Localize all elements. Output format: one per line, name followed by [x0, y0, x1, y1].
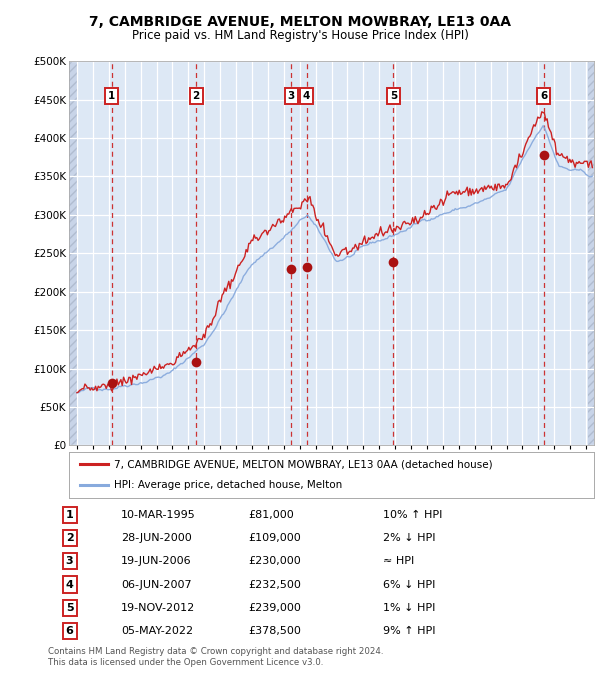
Text: 19-JUN-2006: 19-JUN-2006: [121, 556, 191, 566]
Bar: [69, 61, 78, 445]
Text: Price paid vs. HM Land Registry's House Price Index (HPI): Price paid vs. HM Land Registry's House …: [131, 29, 469, 42]
Text: 6% ↓ HPI: 6% ↓ HPI: [383, 579, 435, 590]
Text: 1: 1: [66, 510, 73, 520]
Text: 6: 6: [65, 626, 74, 636]
Text: 10% ↑ HPI: 10% ↑ HPI: [383, 510, 442, 520]
Text: £378,500: £378,500: [248, 626, 301, 636]
Text: HPI: Average price, detached house, Melton: HPI: Average price, detached house, Melt…: [113, 480, 342, 490]
Text: 2: 2: [193, 90, 200, 101]
Text: £109,000: £109,000: [248, 533, 301, 543]
Text: 06-JUN-2007: 06-JUN-2007: [121, 579, 191, 590]
Text: 05-MAY-2022: 05-MAY-2022: [121, 626, 193, 636]
Text: 4: 4: [303, 90, 310, 101]
Text: 9% ↑ HPI: 9% ↑ HPI: [383, 626, 436, 636]
Text: 7, CAMBRIDGE AVENUE, MELTON MOWBRAY, LE13 0AA: 7, CAMBRIDGE AVENUE, MELTON MOWBRAY, LE1…: [89, 15, 511, 29]
Text: 1% ↓ HPI: 1% ↓ HPI: [383, 602, 435, 613]
Text: 7, CAMBRIDGE AVENUE, MELTON MOWBRAY, LE13 0AA (detached house): 7, CAMBRIDGE AVENUE, MELTON MOWBRAY, LE1…: [113, 459, 492, 469]
Text: 6: 6: [540, 90, 547, 101]
Text: 5: 5: [66, 602, 73, 613]
Text: ≈ HPI: ≈ HPI: [383, 556, 414, 566]
Text: 28-JUN-2000: 28-JUN-2000: [121, 533, 191, 543]
Text: 2% ↓ HPI: 2% ↓ HPI: [383, 533, 436, 543]
Text: £239,000: £239,000: [248, 602, 301, 613]
Text: 3: 3: [66, 556, 73, 566]
Bar: [589, 61, 599, 445]
Text: Contains HM Land Registry data © Crown copyright and database right 2024.
This d: Contains HM Land Registry data © Crown c…: [48, 647, 383, 667]
Text: £232,500: £232,500: [248, 579, 301, 590]
Text: 10-MAR-1995: 10-MAR-1995: [121, 510, 196, 520]
Text: 1: 1: [108, 90, 115, 101]
Text: 2: 2: [66, 533, 73, 543]
Text: 19-NOV-2012: 19-NOV-2012: [121, 602, 195, 613]
Text: 4: 4: [65, 579, 74, 590]
Text: 3: 3: [287, 90, 295, 101]
Text: £230,000: £230,000: [248, 556, 301, 566]
Text: 5: 5: [390, 90, 397, 101]
Text: £81,000: £81,000: [248, 510, 293, 520]
